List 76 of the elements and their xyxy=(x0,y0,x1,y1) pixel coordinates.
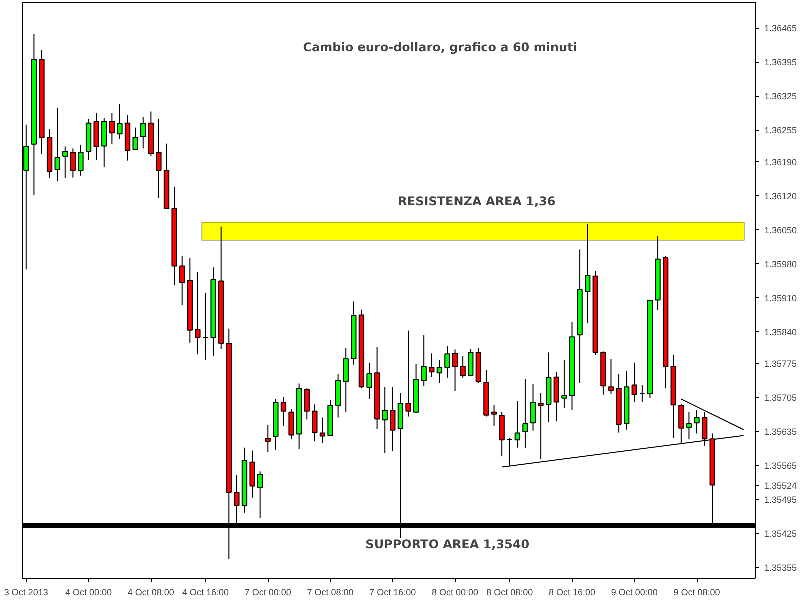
candlestick xyxy=(366,362,372,400)
candlestick xyxy=(195,272,201,356)
y-tick-label: 1.36120 xyxy=(764,191,798,202)
x-tick-label: 4 Oct 08:00 xyxy=(128,588,174,598)
candlestick xyxy=(117,104,123,140)
candlestick xyxy=(304,388,310,420)
candlestick xyxy=(444,346,450,378)
candlestick xyxy=(491,404,498,427)
candlestick xyxy=(312,404,318,442)
candlestick xyxy=(530,384,536,432)
y-tick-label: 1.36190 xyxy=(764,157,798,168)
candlestick xyxy=(429,353,435,378)
band-label: RESISTENZA AREA 1,36 xyxy=(398,194,556,209)
x-tick-label: 7 Oct 16:00 xyxy=(370,588,416,598)
candlestick xyxy=(514,400,521,448)
x-tick-label: 4 Oct 16:00 xyxy=(182,588,230,598)
candlestick xyxy=(452,349,458,392)
candlestick xyxy=(436,360,443,384)
candlestick xyxy=(320,417,326,444)
candlestick xyxy=(390,386,396,452)
candlestick xyxy=(288,408,294,440)
ref-line-label: SUPPORTO AREA 1,3540 xyxy=(366,538,530,552)
y-tick-label: 1.36395 xyxy=(764,58,798,68)
candlestick xyxy=(694,409,700,434)
candlestick xyxy=(132,127,138,151)
y-tick-label: 1.35910 xyxy=(764,293,798,304)
candlestick xyxy=(468,348,474,376)
y-tick-label: 1.35775 xyxy=(764,358,798,369)
candlestick xyxy=(265,424,271,453)
y-tick-label: 1.36255 xyxy=(764,126,798,136)
candlestick xyxy=(70,148,76,178)
y-tick-label: 1.35840 xyxy=(764,327,798,338)
x-tick-label: 7 Oct 00:00 xyxy=(244,588,292,598)
y-tick-label: 1.35705 xyxy=(764,392,798,403)
x-tick-label: 7 Oct 08:00 xyxy=(307,588,354,598)
candlestick xyxy=(608,358,614,394)
x-tick-label: 9 Oct 08:00 xyxy=(674,588,720,598)
candlestick xyxy=(522,378,528,449)
x-tick-label: 3 Oct 2013 xyxy=(4,588,48,598)
candlestick xyxy=(686,412,692,440)
candlestick xyxy=(562,359,568,409)
candlestick xyxy=(62,146,68,179)
candlestick xyxy=(202,292,209,360)
y-tick-label: 1.35980 xyxy=(764,259,798,270)
candlestick xyxy=(421,334,427,387)
candlestick xyxy=(632,362,638,403)
y-tick-label: 1.35495 xyxy=(764,494,798,505)
candlestick xyxy=(460,356,466,378)
candlestick xyxy=(54,107,60,182)
x-tick-label: 8 Oct 00:00 xyxy=(432,588,479,598)
y-tick-label: 1.36465 xyxy=(764,24,798,34)
candlestick xyxy=(640,384,646,403)
y-tick-label: 1.35355 xyxy=(764,562,798,573)
x-tick-label: 9 Oct 00:00 xyxy=(611,588,658,598)
candlestick xyxy=(280,396,287,427)
candlestick xyxy=(180,256,186,306)
x-tick-label: 4 Oct 00:00 xyxy=(66,588,112,598)
candlestick xyxy=(382,386,388,454)
y-tick-label: 1.35565 xyxy=(764,460,798,471)
y-tick-label: 1.36050 xyxy=(764,225,798,236)
y-tick-label: 1.35425 xyxy=(764,528,798,539)
y-tick-label: 1.35635 xyxy=(764,426,798,437)
candlestick xyxy=(250,450,256,498)
candlestick xyxy=(343,348,349,412)
x-tick-label: 8 Oct 16:00 xyxy=(548,588,596,598)
candlestick xyxy=(140,116,146,150)
candlestick xyxy=(538,392,544,460)
y-tick-label: 1.36325 xyxy=(764,92,798,102)
text: Cambio euro-dollaro, grafico a 60 minuti xyxy=(303,40,578,54)
candlestick xyxy=(257,471,264,519)
candlestick xyxy=(406,330,412,418)
x-tick-label: 8 Oct 08:00 xyxy=(486,588,534,598)
candlestick xyxy=(156,118,162,199)
candlestick xyxy=(78,144,84,176)
candlestick xyxy=(109,112,116,145)
y-tick-label: 1.35524 xyxy=(764,480,798,491)
